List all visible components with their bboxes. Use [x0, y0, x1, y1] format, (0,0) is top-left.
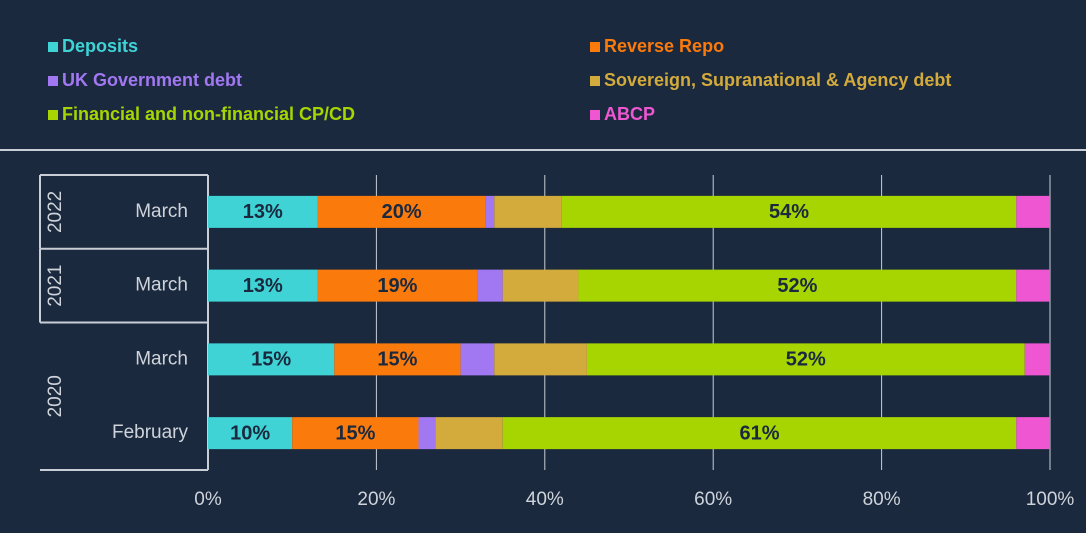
bar-segment: [208, 343, 335, 376]
group-label: 2021: [45, 264, 66, 306]
x-tick-label: 20%: [357, 489, 395, 510]
bar-segment: [208, 195, 318, 228]
group-label: 2020: [45, 375, 66, 417]
legend-swatch: [590, 110, 600, 120]
data-label: 19%: [377, 275, 417, 297]
data-label: 52%: [786, 349, 826, 371]
bar-segment: [586, 343, 1025, 376]
bar-segment: [494, 195, 562, 228]
data-label: 61%: [739, 422, 779, 444]
bar-segment: [292, 417, 419, 450]
data-label: 15%: [251, 349, 291, 371]
bar-segment: [435, 417, 503, 450]
bar-segment: [460, 343, 495, 376]
data-label: 15%: [335, 422, 375, 444]
legend-swatch: [48, 110, 58, 120]
group-label: 2022: [45, 191, 66, 233]
legend-label: Financial and non-financial CP/CD: [62, 104, 355, 124]
bar-segment: [317, 269, 478, 302]
legend-swatch: [48, 76, 58, 86]
data-label: 20%: [382, 201, 422, 223]
bar-segment: [1016, 269, 1050, 302]
legend-swatch: [48, 42, 58, 52]
x-tick-label: 0%: [194, 489, 222, 510]
x-tick-label: 100%: [1026, 489, 1075, 510]
bar-segment: [334, 343, 461, 376]
legend-label: ABCP: [604, 104, 655, 124]
bar-segment: [578, 269, 1017, 302]
legend-label: Deposits: [62, 36, 138, 56]
legend-swatch: [590, 42, 600, 52]
bar-segment: [1024, 343, 1050, 376]
legend-label: UK Government debt: [62, 70, 242, 90]
bar-segment: [502, 269, 579, 302]
bar-segment: [208, 417, 293, 450]
data-label: 15%: [377, 349, 417, 371]
data-label: 13%: [243, 201, 283, 223]
data-label: 52%: [777, 275, 817, 297]
bar-segment: [418, 417, 436, 450]
x-tick-label: 60%: [694, 489, 732, 510]
x-tick-label: 40%: [526, 489, 564, 510]
data-label: 13%: [243, 275, 283, 297]
legend-swatch: [590, 76, 600, 86]
y-tick-label: March: [135, 201, 188, 222]
bar-segment: [485, 195, 495, 228]
bar-segment: [477, 269, 503, 302]
bar-segment: [561, 195, 1017, 228]
legend-label: Reverse Repo: [604, 36, 724, 56]
data-label: 54%: [769, 201, 809, 223]
bar-segment: [502, 417, 1017, 450]
y-tick-label: February: [112, 422, 189, 443]
bar-segment: [1016, 195, 1050, 228]
bar-segment: [208, 269, 318, 302]
x-tick-label: 80%: [863, 489, 901, 510]
bar-segment: [317, 195, 486, 228]
bar-segment: [494, 343, 587, 376]
legend-label: Sovereign, Supranational & Agency debt: [604, 70, 951, 90]
bar-segment: [1016, 417, 1050, 450]
y-tick-label: March: [135, 275, 188, 296]
y-tick-label: March: [135, 348, 188, 369]
data-label: 10%: [230, 422, 270, 444]
